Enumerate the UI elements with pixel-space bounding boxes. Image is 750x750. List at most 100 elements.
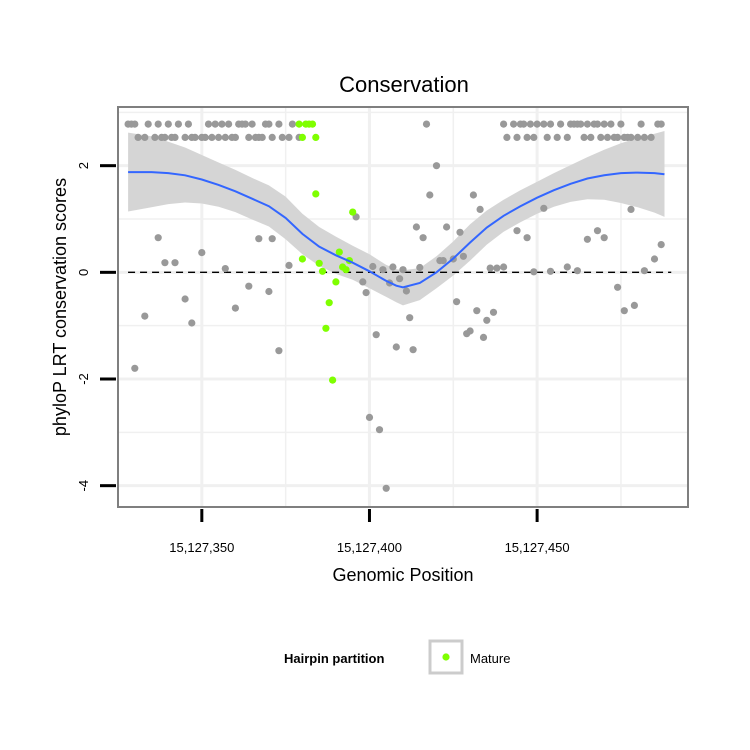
data-point xyxy=(627,205,635,213)
data-point xyxy=(513,133,521,141)
mature-point xyxy=(318,267,327,275)
data-point xyxy=(258,133,266,141)
data-point xyxy=(459,252,467,260)
data-point xyxy=(453,298,461,306)
mature-point xyxy=(322,324,330,332)
data-point xyxy=(493,264,501,272)
data-point xyxy=(268,235,276,243)
smooth-trend-line xyxy=(128,171,665,289)
data-point xyxy=(593,120,602,128)
data-point xyxy=(225,120,233,128)
data-point xyxy=(657,120,665,128)
mature-point xyxy=(342,266,350,274)
data-point xyxy=(607,120,615,128)
data-point xyxy=(265,120,273,128)
data-point xyxy=(543,133,551,141)
data-point xyxy=(583,235,592,243)
data-point xyxy=(181,295,189,303)
data-point xyxy=(379,266,387,274)
data-point xyxy=(201,133,209,141)
data-point xyxy=(362,289,370,297)
panel-border xyxy=(117,106,689,508)
data-point xyxy=(630,301,639,309)
data-point xyxy=(617,120,625,128)
x-axis: 15,127,350 15,127,400 15,127,450 Genomic… xyxy=(169,509,570,585)
data-point xyxy=(657,241,665,249)
data-point xyxy=(375,426,384,434)
data-point xyxy=(640,133,649,141)
y-tick-label: 2 xyxy=(76,162,91,169)
data-point xyxy=(647,133,655,141)
data-point xyxy=(614,133,622,141)
data-point xyxy=(215,133,223,141)
data-point xyxy=(432,162,441,170)
data-point xyxy=(587,133,595,141)
data-point xyxy=(443,223,451,231)
mature-point xyxy=(312,190,320,198)
data-point xyxy=(406,314,414,322)
data-point xyxy=(416,263,424,272)
data-point xyxy=(154,234,162,242)
legend-key-mature xyxy=(442,653,450,661)
mature-point xyxy=(312,133,320,141)
chart-title: Conservation xyxy=(339,72,469,97)
data-point xyxy=(489,308,498,316)
data-point xyxy=(392,343,400,351)
data-point xyxy=(204,120,213,128)
data-point xyxy=(419,234,427,242)
data-point xyxy=(188,319,196,327)
data-point xyxy=(131,364,139,372)
data-point xyxy=(580,133,588,141)
data-point xyxy=(285,261,293,269)
data-point xyxy=(389,263,397,271)
data-point xyxy=(500,263,508,271)
data-point xyxy=(603,133,612,141)
x-tick-label: 15,127,400 xyxy=(337,540,402,555)
data-point xyxy=(563,133,571,141)
data-point xyxy=(372,331,380,339)
data-point xyxy=(500,120,508,128)
data-point xyxy=(593,227,602,235)
data-point xyxy=(191,133,199,141)
data-point xyxy=(540,204,548,212)
data-point xyxy=(546,267,555,275)
data-point xyxy=(563,263,571,271)
data-point xyxy=(503,133,511,141)
mature-point xyxy=(349,208,357,216)
data-point xyxy=(557,120,565,128)
mature-point xyxy=(332,278,340,286)
data-points xyxy=(124,120,665,492)
data-point xyxy=(369,262,377,271)
data-point xyxy=(533,120,541,128)
data-point xyxy=(577,120,585,128)
data-point xyxy=(456,228,464,236)
y-axis: 2 0 -2 -4 phyloP LRT conservation scores xyxy=(50,162,116,491)
data-point xyxy=(650,255,659,263)
data-point xyxy=(573,267,582,275)
data-point xyxy=(245,133,253,141)
data-point xyxy=(479,333,488,341)
data-point xyxy=(181,133,189,141)
y-tick-label: -2 xyxy=(76,373,91,385)
data-point xyxy=(288,120,296,128)
data-point xyxy=(171,259,179,267)
data-point xyxy=(208,133,216,141)
data-point xyxy=(268,133,276,141)
data-point xyxy=(540,120,548,128)
data-point xyxy=(634,133,642,141)
data-point xyxy=(131,120,139,128)
data-point xyxy=(382,484,390,492)
data-point xyxy=(486,264,494,272)
mature-point xyxy=(295,120,303,128)
data-point xyxy=(530,268,538,276)
data-point xyxy=(614,283,622,291)
data-point xyxy=(640,267,649,275)
confidence-band xyxy=(128,131,665,306)
data-point xyxy=(546,120,555,128)
data-point xyxy=(466,327,474,335)
data-point xyxy=(637,120,645,128)
data-point xyxy=(483,316,491,324)
data-point xyxy=(278,133,286,141)
data-point xyxy=(161,259,169,267)
data-point xyxy=(134,133,142,141)
